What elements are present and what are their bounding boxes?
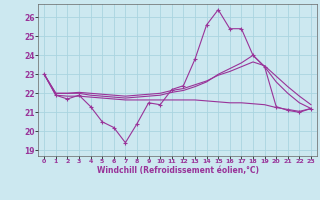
X-axis label: Windchill (Refroidissement éolien,°C): Windchill (Refroidissement éolien,°C) <box>97 166 259 175</box>
